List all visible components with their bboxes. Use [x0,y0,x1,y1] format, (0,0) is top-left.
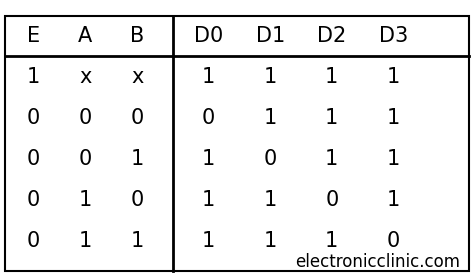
Text: 1: 1 [131,149,144,169]
Text: 0: 0 [131,190,144,210]
Text: 1: 1 [202,231,215,251]
Text: 1: 1 [264,67,277,87]
Text: 1: 1 [202,190,215,210]
Text: 1: 1 [387,190,400,210]
Text: D3: D3 [379,26,408,45]
Text: 1: 1 [387,149,400,169]
Text: 1: 1 [264,190,277,210]
Text: 0: 0 [79,149,92,169]
Text: 1: 1 [79,231,92,251]
Text: 1: 1 [387,108,400,128]
Text: 1: 1 [325,67,338,87]
Text: 0: 0 [79,108,92,128]
Text: 1: 1 [202,149,215,169]
Text: x: x [131,67,144,87]
Text: electronicclinic.com: electronicclinic.com [295,253,460,271]
Text: 1: 1 [325,149,338,169]
Text: 0: 0 [202,108,215,128]
Text: 1: 1 [27,67,40,87]
Text: 1: 1 [202,67,215,87]
Text: 1: 1 [264,108,277,128]
Text: 0: 0 [27,108,40,128]
Text: D2: D2 [317,26,346,45]
Text: E: E [27,26,40,45]
Text: 1: 1 [131,231,144,251]
Text: 1: 1 [325,231,338,251]
Text: D1: D1 [255,26,285,45]
Text: 0: 0 [27,231,40,251]
Text: 0: 0 [27,149,40,169]
Text: 1: 1 [79,190,92,210]
Text: 0: 0 [264,149,277,169]
Text: 1: 1 [325,108,338,128]
Text: 1: 1 [264,231,277,251]
Text: D0: D0 [194,26,223,45]
Text: 0: 0 [131,108,144,128]
Text: 0: 0 [387,231,400,251]
Text: B: B [130,26,145,45]
Text: 0: 0 [27,190,40,210]
Text: x: x [79,67,91,87]
Text: 1: 1 [387,67,400,87]
Text: 0: 0 [325,190,338,210]
Text: A: A [78,26,92,45]
